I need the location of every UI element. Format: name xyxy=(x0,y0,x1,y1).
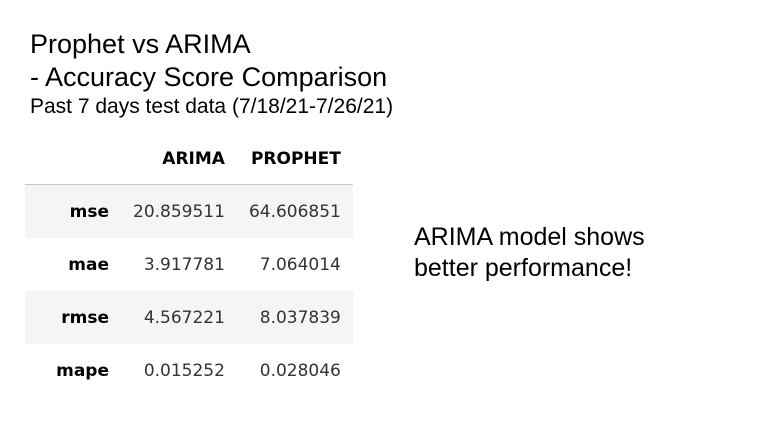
table-header-row: ARIMA PROPHET xyxy=(25,134,353,185)
cell-mse-arima: 20.859511 xyxy=(133,201,225,222)
row-label-mse: mse xyxy=(69,201,109,222)
conclusion-line-2: better performance! xyxy=(414,254,633,282)
title-block: Prophet vs ARIMA - Accuracy Score Compar… xyxy=(30,28,393,120)
cell-rmse-arima: 4.567221 xyxy=(143,307,225,328)
accuracy-score-table: ARIMA PROPHET mse 20.859511 64.606851 ma… xyxy=(25,134,353,397)
table-corner-cell xyxy=(25,134,121,185)
row-label-mape: mape xyxy=(56,360,109,381)
slide-title-line-2: - Accuracy Score Comparison xyxy=(30,62,388,92)
column-header-arima: ARIMA xyxy=(121,134,237,185)
table-row-mae: mae 3.917781 7.064014 xyxy=(25,238,353,291)
cell-mse-prophet: 64.606851 xyxy=(248,201,341,222)
row-label-rmse: rmse xyxy=(61,307,109,328)
column-header-prophet: PROPHET xyxy=(236,134,353,185)
table-row-mse: mse 20.859511 64.606851 xyxy=(25,184,353,238)
cell-mape-prophet: 0.028046 xyxy=(259,360,341,381)
slide-subtitle: Past 7 days test data (7/18/21-7/26/21) xyxy=(30,95,394,118)
row-label-mae: mae xyxy=(68,254,109,275)
conclusion-note: ARIMA model shows better performance! xyxy=(414,222,645,284)
conclusion-line-1: ARIMA model shows xyxy=(414,223,645,251)
cell-mape-arima: 0.015252 xyxy=(143,360,225,381)
cell-mae-arima: 3.917781 xyxy=(143,254,225,275)
cell-mae-prophet: 7.064014 xyxy=(259,254,341,275)
table-row-mape: mape 0.015252 0.028046 xyxy=(25,344,353,397)
table-row-rmse: rmse 4.567221 8.037839 xyxy=(25,291,353,344)
cell-rmse-prophet: 8.037839 xyxy=(259,307,341,328)
slide-title-line-1: Prophet vs ARIMA xyxy=(30,29,251,59)
